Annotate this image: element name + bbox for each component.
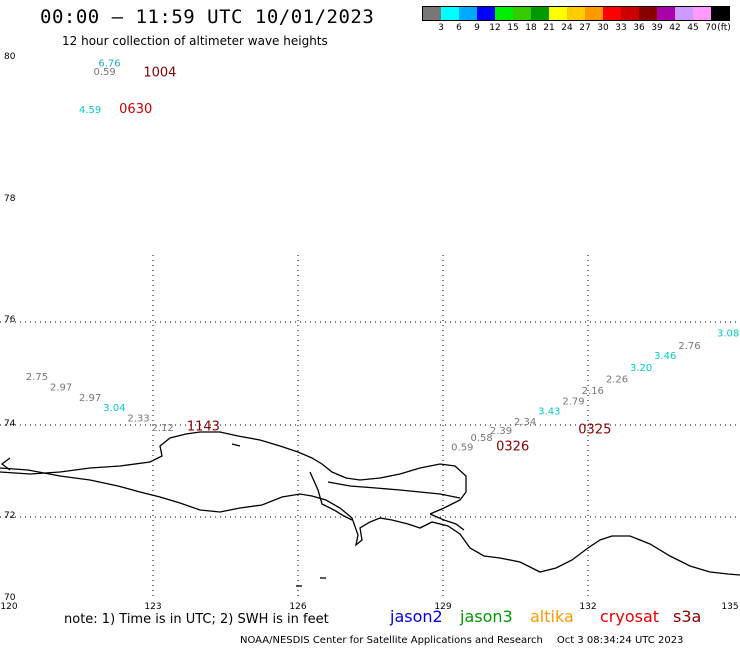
wave-height-label: 3.43 xyxy=(538,407,560,418)
wave-height-label: 3.04 xyxy=(103,403,125,414)
pass-time-label: 0326 xyxy=(496,439,529,454)
color-legend: 3 6 9 12 15 18 21 24 27 30 33 36 39 42 45 70 (ft) xyxy=(422,6,732,38)
legend-swatch xyxy=(441,7,459,20)
lon-label-123: 123 xyxy=(144,602,162,612)
graticule xyxy=(0,255,740,600)
legend-label: 21 xyxy=(543,23,555,33)
legend-label: 39 xyxy=(651,23,663,33)
wave-height-label: 2.76 xyxy=(678,341,700,352)
lat-label-80: 80 xyxy=(4,52,16,62)
legend-swatch xyxy=(567,7,585,20)
wave-height-label: 3.20 xyxy=(630,363,652,374)
legend-label: 36 xyxy=(633,23,645,33)
wave-height-label: 2.39 xyxy=(490,426,512,437)
wave-height-label: 2.33 xyxy=(127,413,149,424)
sat-cryosat: cryosat xyxy=(600,607,660,626)
legend-swatch xyxy=(657,7,675,20)
sat-jason3: jason3 xyxy=(460,607,513,626)
legend-swatch xyxy=(459,7,477,20)
legend-swatch xyxy=(711,7,729,20)
wave-height-label: 0.59 xyxy=(451,442,473,453)
lon-label-135: 135 xyxy=(721,602,739,612)
lat-label-78: 78 xyxy=(4,194,16,204)
legend-swatch xyxy=(531,7,549,20)
legend-label: 12 xyxy=(489,23,501,33)
legend-labels: 3 6 9 12 15 18 21 24 27 30 33 36 39 42 45 70 (ft) xyxy=(422,21,732,35)
lon-label-120: 120 xyxy=(0,602,18,612)
legend-swatch xyxy=(639,7,657,20)
pass-time-label: 1004 xyxy=(143,65,176,80)
wave-height-label: 4.59 xyxy=(79,105,101,116)
wave-height-label: 2.16 xyxy=(582,386,604,397)
legend-label: (ft) xyxy=(717,23,731,33)
legend-swatch xyxy=(513,7,531,20)
wave-height-label: 2.12 xyxy=(152,423,174,434)
legend-label: 70 xyxy=(705,23,717,33)
legend-swatch xyxy=(549,7,567,20)
legend-label: 6 xyxy=(456,23,462,33)
lat-label-72: 72 xyxy=(4,511,16,521)
pass-time-label: 1143 xyxy=(187,420,220,435)
credit-text: NOAA/NESDIS Center for Satellite Applica… xyxy=(240,635,543,646)
legend-swatch xyxy=(693,7,711,20)
legend-swatch xyxy=(423,7,441,20)
page-subtitle: 12 hour collection of altimeter wave hei… xyxy=(62,34,328,48)
legend-label: 24 xyxy=(561,23,573,33)
sat-altika: altika xyxy=(530,607,574,626)
legend-label: 15 xyxy=(507,23,519,33)
lat-label-74: 74 xyxy=(4,419,16,429)
sat-jason2: jason2 xyxy=(390,607,443,626)
wave-height-label: 2.34 xyxy=(514,417,536,428)
lon-label-132: 132 xyxy=(579,602,597,612)
wave-height-label: 0.58 xyxy=(471,433,493,444)
wave-height-label: 2.97 xyxy=(79,393,101,404)
wave-height-label: 3.08 xyxy=(717,328,739,339)
page-title: 00:00 – 11:59 UTC 10/01/2023 xyxy=(40,6,375,28)
lat-label-76: 76 xyxy=(4,315,16,325)
legend-swatch xyxy=(621,7,639,20)
coastline xyxy=(0,431,740,587)
wave-height-label: 2.79 xyxy=(562,396,584,407)
legend-swatch xyxy=(603,7,621,20)
legend-label: 30 xyxy=(597,23,609,33)
wave-height-label: 2.97 xyxy=(50,382,72,393)
legend-label: 18 xyxy=(525,23,537,33)
lon-label-129: 129 xyxy=(434,602,452,612)
legend-swatch xyxy=(477,7,495,20)
legend-swatches xyxy=(422,6,730,21)
lat-label-70: 70 xyxy=(4,593,16,603)
wave-height-points: 6.760.594.592.752.972.973.042.332.120.59… xyxy=(26,58,739,454)
sat-s3a: s3a xyxy=(673,607,702,626)
wave-height-label: 3.46 xyxy=(654,351,676,362)
legend-label: 27 xyxy=(579,23,591,33)
pass-time-label: 0325 xyxy=(578,422,611,437)
legend-label: 3 xyxy=(438,23,444,33)
credit-line: NOAA/NESDIS Center for Satellite Applica… xyxy=(240,635,683,646)
legend-label: 9 xyxy=(474,23,480,33)
legend-swatch xyxy=(585,7,603,20)
wave-height-label: 2.75 xyxy=(26,372,48,383)
footer-note: note: 1) Time is in UTC; 2) SWH is in fe… xyxy=(64,612,329,627)
lon-label-126: 126 xyxy=(289,602,307,612)
legend-swatch xyxy=(495,7,513,20)
legend-label: 42 xyxy=(669,23,681,33)
legend-swatch xyxy=(675,7,693,20)
pass-time-label: 0630 xyxy=(119,102,152,117)
generated-date: Oct 3 08:34:24 UTC 2023 xyxy=(556,635,684,646)
wave-height-label: 6.76 xyxy=(98,58,120,69)
legend-label: 45 xyxy=(687,23,699,33)
legend-label: 33 xyxy=(615,23,627,33)
wave-height-label: 2.26 xyxy=(606,374,628,385)
wave-height-label: 0.59 xyxy=(94,67,116,78)
